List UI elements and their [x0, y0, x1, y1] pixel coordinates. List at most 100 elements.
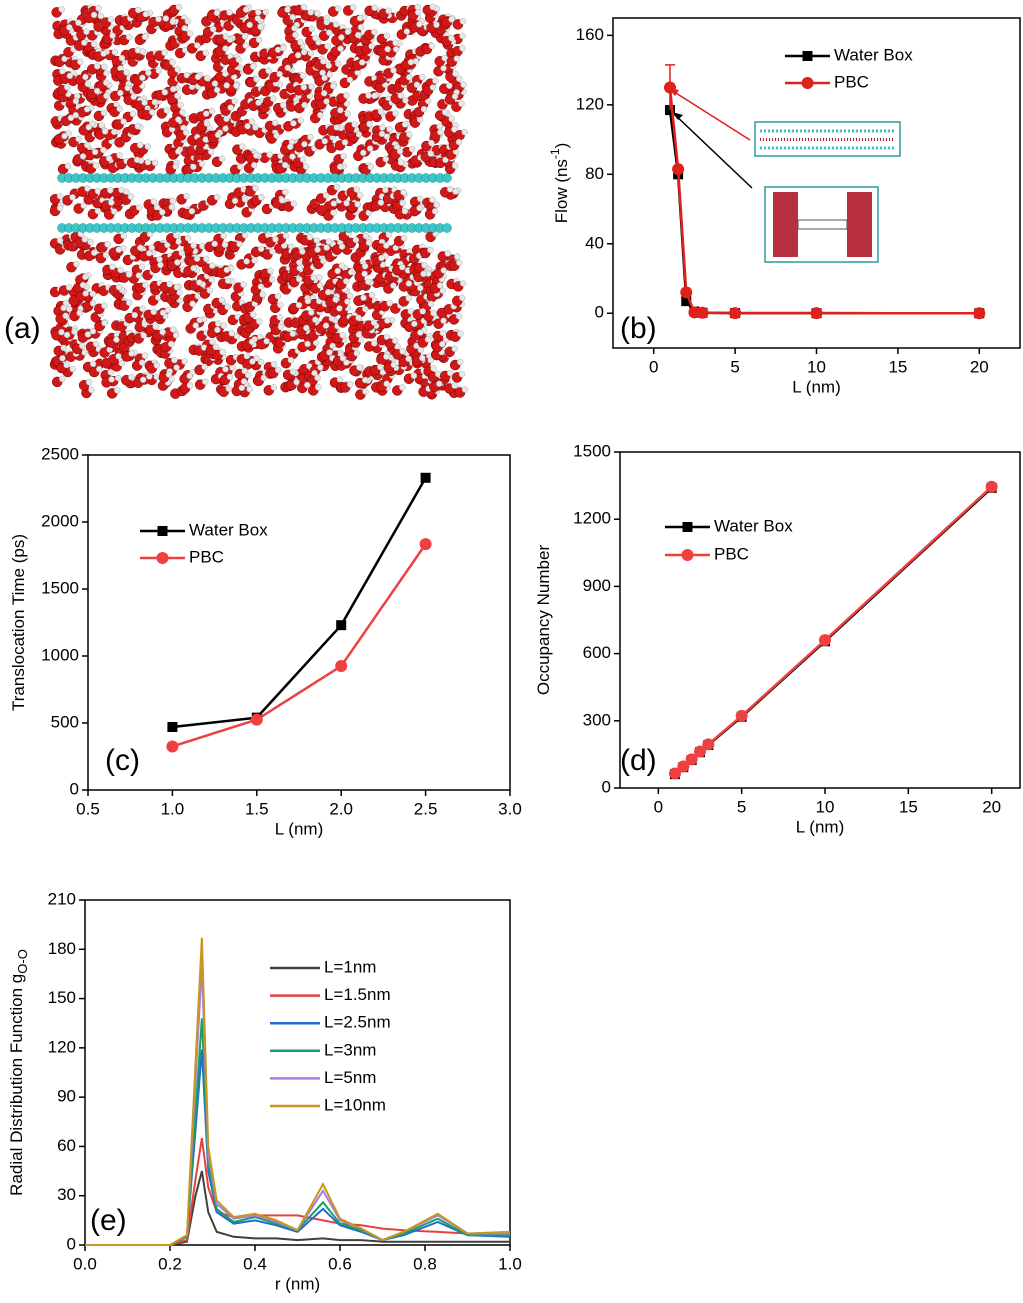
water-hydrogen: [282, 162, 288, 168]
series-line: [85, 938, 510, 1245]
water-hydrogen: [398, 93, 404, 99]
water-hydrogen: [232, 198, 238, 204]
water-hydrogen: [402, 208, 408, 214]
water-hydrogen: [266, 68, 272, 74]
water-hydrogen: [203, 50, 209, 56]
water-hydrogen: [213, 344, 219, 350]
water-hydrogen: [151, 309, 157, 315]
water-hydrogen: [135, 47, 141, 53]
x-tick-label: 20: [970, 357, 989, 376]
water-hydrogen: [102, 320, 108, 326]
water-hydrogen: [154, 205, 160, 211]
water-hydrogen: [91, 250, 97, 256]
water-hydrogen: [151, 199, 157, 205]
water-hydrogen: [406, 295, 412, 301]
carbon-atom: [443, 174, 452, 183]
marker: [420, 538, 432, 550]
water-hydrogen: [452, 71, 458, 77]
water-hydrogen: [224, 82, 230, 88]
water-hydrogen: [109, 376, 115, 382]
water-hydrogen: [391, 362, 397, 368]
water-hydrogen: [343, 278, 349, 284]
water-hydrogen: [119, 360, 125, 366]
water-hydrogen: [244, 258, 250, 264]
water-hydrogen: [164, 107, 170, 113]
water-hydrogen: [350, 5, 356, 11]
water-hydrogen: [277, 302, 283, 308]
water-hydrogen: [140, 306, 146, 312]
water-hydrogen: [202, 364, 208, 370]
marker: [986, 481, 998, 493]
y-tick-label: 60: [57, 1136, 76, 1155]
water-hydrogen: [362, 389, 368, 395]
water-hydrogen: [452, 163, 458, 169]
x-tick-label: 5: [737, 797, 746, 816]
water-hydrogen: [377, 364, 383, 370]
y-tick-label: 2500: [41, 444, 79, 463]
water-hydrogen: [359, 59, 365, 65]
marker: [335, 660, 347, 672]
water-hydrogen: [83, 29, 89, 35]
plot-frame: [85, 900, 510, 1245]
water-hydrogen: [462, 387, 468, 393]
water-hydrogen: [131, 94, 137, 100]
water-hydrogen: [212, 241, 218, 247]
marker: [672, 163, 684, 175]
water-hydrogen: [139, 264, 145, 270]
water-hydrogen: [59, 68, 65, 74]
water-hydrogen: [92, 149, 98, 155]
water-hydrogen: [367, 121, 373, 127]
water-hydrogen: [324, 245, 330, 251]
water-hydrogen: [340, 332, 346, 338]
water-hydrogen: [80, 153, 86, 159]
water-hydrogen: [149, 245, 155, 251]
legend-label: L=1nm: [324, 957, 376, 976]
water-hydrogen: [64, 362, 70, 368]
water-hydrogen: [456, 139, 462, 145]
water-hydrogen: [411, 373, 417, 379]
water-hydrogen: [344, 299, 350, 305]
water-hydrogen: [77, 310, 83, 316]
water-hydrogen: [315, 375, 321, 381]
water-hydrogen: [401, 235, 407, 241]
water-hydrogen: [222, 71, 228, 77]
panel-label: (b): [620, 312, 657, 345]
water-hydrogen: [57, 237, 63, 243]
water-hydrogen: [162, 50, 168, 56]
water-hydrogen: [363, 233, 369, 239]
water-hydrogen: [63, 313, 69, 319]
water-hydrogen: [402, 121, 408, 127]
water-hydrogen: [425, 336, 431, 342]
water-hydrogen: [182, 359, 188, 365]
water-hydrogen: [242, 196, 248, 202]
water-hydrogen: [146, 250, 152, 256]
water-hydrogen: [156, 16, 162, 22]
water-hydrogen: [65, 163, 71, 169]
water-hydrogen: [86, 124, 92, 130]
water-hydrogen: [378, 200, 384, 206]
water-hydrogen: [137, 142, 143, 148]
water-hydrogen: [357, 15, 363, 21]
water-hydrogen: [320, 58, 326, 64]
water-hydrogen: [210, 26, 216, 32]
water-hydrogen: [440, 288, 446, 294]
water-hydrogen: [379, 125, 385, 131]
water-hydrogen: [366, 93, 372, 99]
water-hydrogen: [214, 194, 220, 200]
water-hydrogen: [132, 312, 138, 318]
legend-label: Water Box: [834, 45, 913, 64]
water-hydrogen: [258, 246, 264, 252]
water-hydrogen: [103, 80, 109, 86]
marker: [697, 307, 709, 319]
water-hydrogen: [263, 9, 269, 15]
water-hydrogen: [398, 160, 404, 166]
x-tick-label: 2.5: [414, 799, 438, 818]
water-hydrogen: [271, 384, 277, 390]
water-hydrogen: [270, 96, 276, 102]
legend-marker: [158, 526, 168, 536]
water-hydrogen: [109, 264, 115, 270]
water-hydrogen: [194, 42, 200, 48]
water-hydrogen: [296, 302, 302, 308]
plot-frame: [613, 18, 1020, 348]
water-hydrogen: [384, 318, 390, 324]
